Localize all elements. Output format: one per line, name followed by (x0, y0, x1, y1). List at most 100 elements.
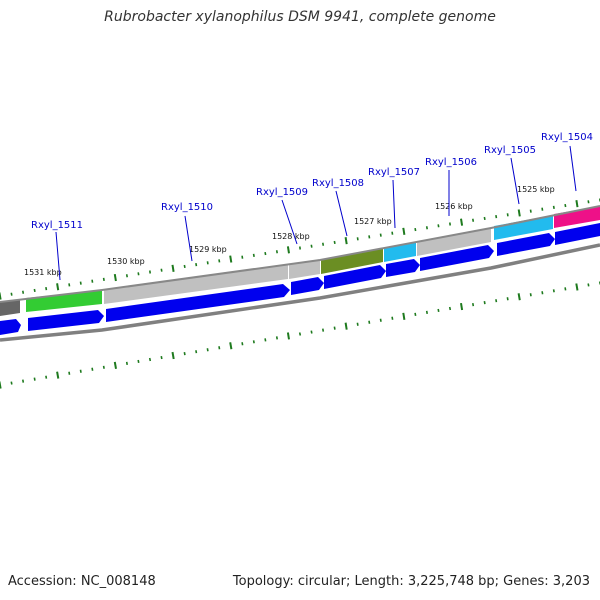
forward-cds-row (0, 223, 600, 335)
minor-tick (33, 377, 36, 381)
major-tick (575, 283, 579, 291)
minor-tick (195, 350, 198, 354)
kbp-label: 1527 kbp (354, 217, 392, 226)
gene-label-rxyl-1507[interactable]: Rxyl_1507 (368, 167, 420, 178)
major-tick (344, 322, 348, 330)
minor-tick (529, 209, 532, 213)
leader-line (569, 145, 577, 192)
minor-tick (368, 235, 371, 239)
gene-block-gray-3 (417, 228, 491, 256)
minor-tick (264, 251, 267, 256)
major-tick (286, 332, 290, 340)
cds-arrow (324, 265, 386, 289)
minor-tick (22, 379, 25, 383)
cds-arrow (497, 233, 555, 256)
gene-label-rxyl-1506[interactable]: Rxyl_1506 (425, 157, 477, 168)
gene-block-olive (321, 248, 383, 274)
minor-tick (125, 361, 128, 366)
minor-tick (68, 283, 71, 287)
major-tick (575, 200, 579, 208)
gene-leader-lines (55, 145, 577, 281)
kbp-label: 1528 kbp (272, 232, 310, 241)
minor-tick (10, 381, 13, 385)
gene-label-rxyl-1504[interactable]: Rxyl_1504 (541, 132, 593, 143)
gene-label-rxyl-1510[interactable]: Rxyl_1510 (161, 202, 213, 213)
minor-tick (414, 227, 417, 232)
minor-tick (125, 274, 128, 278)
minor-tick (45, 375, 48, 379)
minor-tick (472, 302, 475, 307)
leader-line (55, 231, 61, 281)
minor-tick (183, 264, 186, 269)
minor-tick (218, 346, 221, 350)
kbp-label: 1530 kbp (107, 257, 145, 266)
minor-tick (45, 286, 48, 291)
minor-tick (68, 371, 71, 375)
minor-tick (91, 367, 94, 371)
major-tick (286, 246, 290, 254)
minor-tick (437, 224, 440, 228)
kbp-label: 1529 kbp (189, 245, 227, 254)
minor-tick (552, 205, 555, 210)
minor-tick (33, 288, 36, 293)
minor-tick (379, 233, 382, 237)
minor-tick (102, 277, 105, 282)
minor-tick (448, 306, 452, 311)
gene-label-rxyl-1505[interactable]: Rxyl_1505 (484, 145, 536, 156)
kbp-label: 1525 kbp (517, 185, 555, 194)
gene-label-rxyl-1508[interactable]: Rxyl_1508 (312, 178, 364, 189)
kbp-scale: 1525 kbp 1526 kbp 1527 kbp 1528 kbp 1529… (24, 185, 555, 277)
major-tick (402, 227, 406, 235)
minor-tick (541, 291, 544, 295)
minor-tick (160, 268, 163, 272)
minor-tick (160, 355, 163, 360)
minor-tick (391, 316, 394, 320)
minor-tick (206, 348, 209, 352)
leader-line (281, 199, 298, 245)
minor-tick (472, 218, 475, 222)
gene-label-rxyl-1511[interactable]: Rxyl_1511 (31, 220, 83, 231)
minor-tick (322, 328, 325, 332)
cds-arrow (386, 259, 420, 277)
minor-tick (79, 281, 82, 285)
minor-tick (379, 318, 382, 322)
gene-block-green (26, 290, 102, 312)
major-tick (113, 361, 117, 369)
major-tick (229, 342, 233, 350)
outer-ticks (0, 198, 600, 300)
gene-label-rxyl-1509[interactable]: Rxyl_1509 (256, 187, 308, 198)
cds-arrow (106, 284, 290, 322)
gene-block-magenta (554, 206, 600, 228)
major-tick (171, 264, 175, 272)
minor-tick (252, 340, 255, 344)
minor-tick (264, 338, 267, 342)
minor-tick (529, 293, 532, 297)
minor-tick (587, 283, 590, 287)
minor-tick (322, 242, 325, 246)
genome-backbone (0, 243, 600, 342)
major-tick (113, 273, 117, 282)
minor-tick (148, 357, 152, 362)
minor-tick (587, 200, 590, 204)
minor-tick (564, 287, 567, 291)
minor-tick (137, 272, 140, 276)
cds-arrow (28, 310, 104, 331)
band-top-edge (0, 205, 600, 303)
major-tick (460, 218, 464, 226)
reverse-gene-band (0, 205, 600, 316)
minor-tick (356, 322, 359, 326)
minor-tick (552, 289, 555, 293)
minor-tick (241, 342, 244, 346)
gene-block-cyan-2 (494, 215, 553, 240)
leader-line (510, 157, 520, 205)
minor-tick (495, 214, 498, 219)
minor-tick (564, 203, 567, 208)
major-tick (229, 255, 233, 263)
major-tick (517, 209, 521, 217)
genome-summary-text: Topology: circular; Length: 3,225,748 bp… (232, 574, 590, 589)
major-tick (171, 351, 175, 360)
minor-tick (183, 351, 186, 356)
minor-tick (275, 336, 278, 340)
map-title: Rubrobacter xylanophilus DSM 9941, compl… (104, 9, 496, 25)
